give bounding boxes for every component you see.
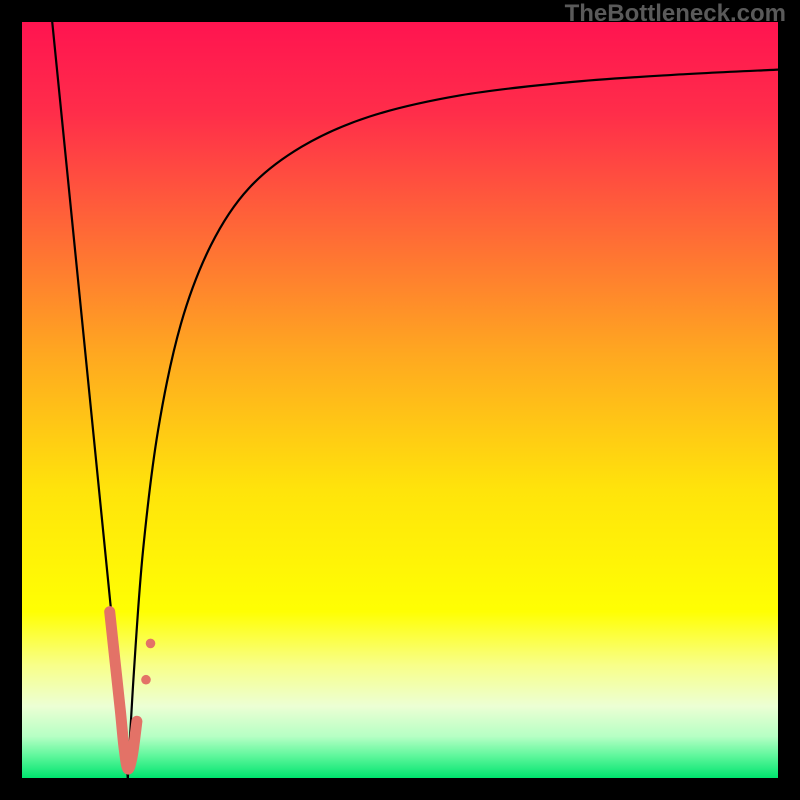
optimal-range-dot bbox=[141, 675, 151, 685]
bottleneck-curve-right bbox=[128, 70, 778, 778]
curve-layer bbox=[22, 22, 778, 778]
watermark-text: TheBottleneck.com bbox=[565, 0, 786, 28]
optimal-range-dot bbox=[146, 639, 156, 649]
plot-area bbox=[22, 22, 778, 778]
